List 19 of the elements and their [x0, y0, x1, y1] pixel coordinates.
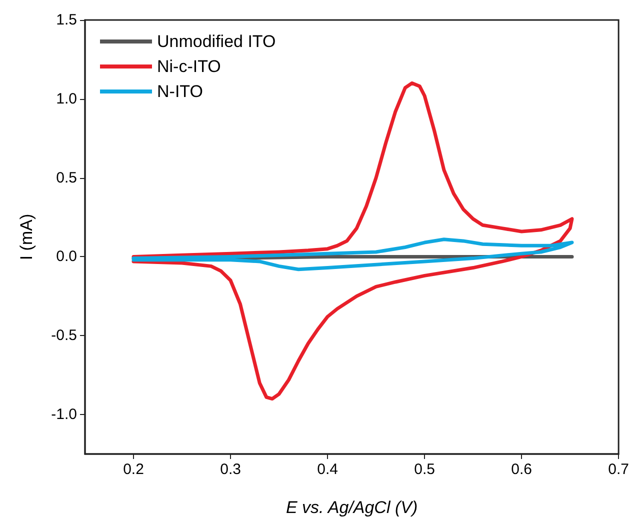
legend-label: Ni-c-ITO [157, 57, 221, 76]
x-tick-label: 0.3 [220, 461, 241, 478]
y-tick-label: 1.5 [56, 12, 77, 28]
x-tick-label: 0.7 [608, 461, 630, 478]
y-axis-title: I (mA) [17, 214, 36, 260]
x-tick-label: 0.6 [511, 461, 532, 478]
x-tick-label: 0.5 [414, 461, 435, 478]
line-series [132, 81, 574, 401]
y-tick-label: -0.5 [51, 327, 77, 344]
legend-label: Unmodified ITO [157, 32, 276, 51]
y-tick-label: 0.0 [56, 248, 77, 266]
x-tick-label: 0.4 [317, 461, 338, 478]
x-axis-title: E vs. Ag/AgCl (V) [286, 498, 418, 517]
y-tick-label: 0.5 [56, 169, 77, 186]
x-tick-label: 0.2 [123, 461, 144, 478]
legend-label: N-ITO [157, 82, 203, 101]
y-tick-label: 1.0 [56, 90, 77, 108]
y-tick-label: -1.0 [51, 406, 77, 424]
line-series [132, 238, 574, 272]
